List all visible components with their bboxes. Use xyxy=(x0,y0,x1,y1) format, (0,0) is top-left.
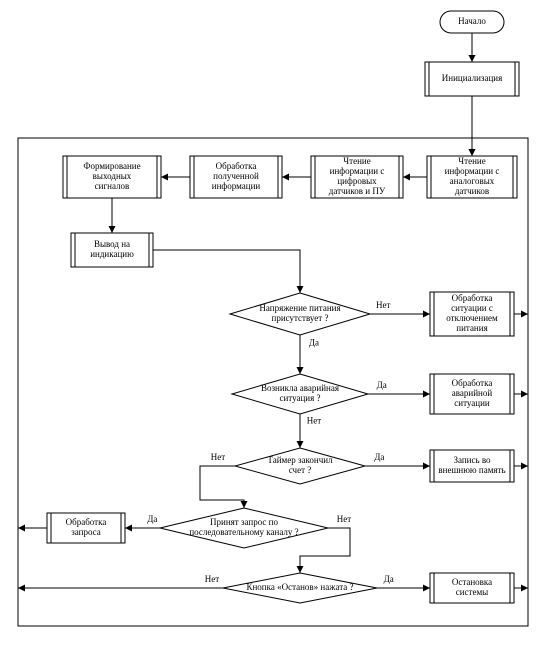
svg-text:информации с: информации с xyxy=(445,166,500,176)
svg-text:ситуация ?: ситуация ? xyxy=(279,393,320,403)
svg-text:ситуации с: ситуации с xyxy=(451,303,493,313)
svg-text:датчиков и ПУ: датчиков и ПУ xyxy=(329,186,386,196)
svg-text:Чтение: Чтение xyxy=(343,156,370,166)
svg-text:Таймер закончил: Таймер закончил xyxy=(267,455,333,465)
svg-text:счет ?: счет ? xyxy=(289,465,312,475)
edge-label: Нет xyxy=(376,300,390,310)
svg-text:Обработка: Обработка xyxy=(452,293,493,303)
svg-text:сигналов: сигналов xyxy=(95,181,130,191)
svg-text:Напряжение питания: Напряжение питания xyxy=(259,303,340,313)
svg-text:индикацию: индикацию xyxy=(90,249,134,259)
svg-text:Возникла аварийная: Возникла аварийная xyxy=(261,383,339,393)
svg-text:Остановка: Остановка xyxy=(452,577,492,587)
edge-label: Да xyxy=(377,380,387,390)
svg-text:Обработка: Обработка xyxy=(66,517,107,527)
svg-text:цифровых: цифровых xyxy=(337,176,377,186)
edge-label: Да xyxy=(384,574,394,584)
edge-label: Да xyxy=(309,338,319,348)
svg-text:Чтение: Чтение xyxy=(458,156,485,166)
svg-text:Обработка: Обработка xyxy=(216,161,257,171)
svg-text:отключением: отключением xyxy=(446,313,498,323)
svg-text:Начало: Начало xyxy=(458,16,486,26)
svg-text:Кнопка «Останов» нажата ?: Кнопка «Останов» нажата ? xyxy=(246,582,353,592)
svg-text:системы: системы xyxy=(456,587,488,597)
svg-text:информации: информации xyxy=(212,181,261,191)
edge-label: Нет xyxy=(205,574,219,584)
svg-text:присутствует ?: присутствует ? xyxy=(272,313,329,323)
edge-label: Да xyxy=(374,452,384,462)
svg-text:Вывод на: Вывод на xyxy=(94,239,130,249)
edge-label: Да xyxy=(147,514,157,524)
svg-text:Принят запрос по: Принят запрос по xyxy=(210,517,278,527)
svg-text:аварийной: аварийной xyxy=(452,388,493,398)
svg-text:внешнюю память: внешнюю память xyxy=(438,465,505,475)
flowchart-canvas: НачалоИнициализацияЧтениеинформации сана… xyxy=(0,0,541,645)
svg-text:информации с: информации с xyxy=(330,166,385,176)
edge-label: Нет xyxy=(337,514,351,524)
edge-label: Нет xyxy=(307,416,321,426)
svg-text:выходных: выходных xyxy=(93,171,132,181)
svg-text:Инициализация: Инициализация xyxy=(442,73,502,83)
svg-text:датчиков: датчиков xyxy=(455,186,489,196)
svg-text:питания: питания xyxy=(456,323,487,333)
svg-text:последовательному каналу ?: последовательному каналу ? xyxy=(189,527,298,537)
svg-text:полученной: полученной xyxy=(213,171,259,181)
svg-text:Формирование: Формирование xyxy=(83,161,140,171)
svg-text:ситуации: ситуации xyxy=(454,398,490,408)
svg-text:Запись во: Запись во xyxy=(453,455,491,465)
edge-label: Нет xyxy=(211,452,225,462)
svg-text:аналоговых: аналоговых xyxy=(450,176,495,186)
svg-text:Обработка: Обработка xyxy=(452,378,493,388)
svg-text:запроса: запроса xyxy=(71,527,101,537)
